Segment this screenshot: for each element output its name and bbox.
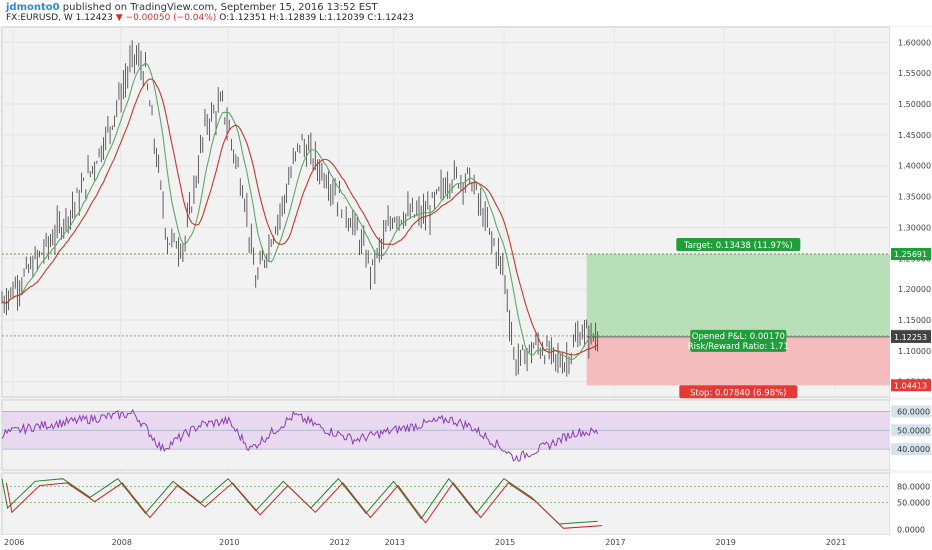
time-tick-label: 2017 <box>605 538 625 547</box>
price-tick-label: 1.55000 <box>898 69 931 78</box>
rsi-tick-bg <box>891 405 931 418</box>
symbol-label[interactable]: FX:EURUSD, W <box>6 13 73 23</box>
time-tick-label: 2015 <box>495 538 515 547</box>
time-tick-label: 2019 <box>716 538 736 547</box>
stoch-k-line <box>1 477 598 525</box>
open-value: O:1.12351 <box>219 13 267 23</box>
price-tick-label: 1.40000 <box>898 162 931 171</box>
long-position-tool[interactable]: Target: 0.13438 (11.97%) Stop: 0.07840 (6… <box>2 238 890 399</box>
target-label: Target: 0.13438 (11.97%) <box>676 238 801 252</box>
publish-line: jdmonto0 published on TradingView.com, S… <box>6 2 378 13</box>
publish-text: published on TradingView.com, September … <box>62 2 378 13</box>
rsi-tick-label: 60.0000 <box>897 407 930 416</box>
price-tick-label: 1.45000 <box>898 131 931 140</box>
price-tick-label: 1.35000 <box>898 193 931 202</box>
price-badge-text: 1.25691 <box>894 250 927 259</box>
publisher-name[interactable]: jdmonto0 <box>6 2 60 13</box>
price-tick-label: 1.10000 <box>898 347 931 356</box>
price-series <box>1 40 599 377</box>
target-label-text: Target: 0.13438 (11.97%) <box>683 241 793 251</box>
price-badge <box>891 330 931 343</box>
price-badge <box>891 248 931 261</box>
time-tick-label: 2013 <box>385 538 405 547</box>
price-change: −0.00050 (−0.04%) <box>125 13 217 23</box>
profit-zone <box>586 254 890 337</box>
low-value: L:1.12039 <box>319 13 365 23</box>
stoch-tick-label: 0.0000 <box>897 525 925 534</box>
ma-slow-line <box>1 78 598 356</box>
price-tick-label: 1.50000 <box>898 100 931 109</box>
target-label-bg <box>676 238 801 252</box>
rsi-indicator: 60.0000 50.0000 40.0000 <box>1 405 931 462</box>
stoch-indicator: 80.0000 50.0000 0.0000 <box>1 477 930 534</box>
high-value: H:1.12839 <box>269 13 317 23</box>
rr-text: Risk/Reward Ratio: 1.71 <box>688 342 789 352</box>
time-tick-label: 2008 <box>112 538 132 547</box>
stop-label-bg <box>679 385 798 399</box>
stoch-axis[interactable] <box>890 473 932 535</box>
stoch-d-line <box>5 482 603 529</box>
rsi-line <box>1 408 599 462</box>
price-badge-text: 1.04413 <box>894 381 927 390</box>
rsi-tick-bg <box>891 443 931 456</box>
rsi-tick-bg <box>891 424 931 437</box>
rsi-tick-label: 50.0000 <box>897 426 930 435</box>
rsi-tick-label: 40.0000 <box>897 445 930 454</box>
price-badge <box>891 379 931 392</box>
time-tick-label: 2012 <box>329 538 349 547</box>
time-tick-label: 2010 <box>219 538 239 547</box>
chart-header: jdmonto0 published on TradingView.com, S… <box>0 0 932 26</box>
ohlc-line: FX:EURUSD, W 1.12423 ▼ −0.00050 (−0.04%)… <box>6 13 414 23</box>
time-tick-label: 2006 <box>4 538 24 547</box>
pl-label-bg <box>690 329 787 352</box>
stoch-tick-label: 80.0000 <box>897 483 930 492</box>
price-tick-label: 1.20000 <box>898 285 931 294</box>
last-price: 1.12423 <box>75 13 113 23</box>
price-tick-label: 1.30000 <box>898 223 931 232</box>
close-value: C:1.12423 <box>367 13 414 23</box>
stoch-tick-label: 50.0000 <box>897 499 930 508</box>
stop-label: Stop: 0.07840 (6.98%) <box>679 385 798 399</box>
price-badge-text: 1.12253 <box>894 333 927 342</box>
pl-text: Opened P&L: 0.00170 <box>692 332 785 342</box>
down-arrow-icon: ▼ <box>115 13 123 23</box>
ma-fast-line <box>1 62 598 361</box>
time-axis[interactable] <box>0 535 932 550</box>
time-axis-ticks: 2006 2008 2010 2012 2013 2015 2017 2019 2021 <box>4 538 846 547</box>
price-tick-label: 1.60000 <box>898 38 931 47</box>
time-tick-label: 2021 <box>826 538 846 547</box>
price-tick-label: 1.15000 <box>898 316 931 325</box>
stop-label-text: Stop: 0.07840 (6.98%) <box>690 388 786 398</box>
